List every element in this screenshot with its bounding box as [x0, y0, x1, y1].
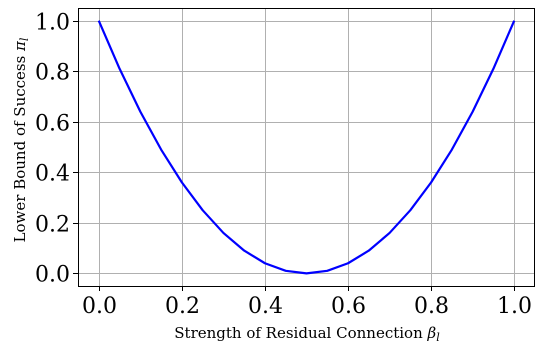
- x-tick-label: 0.6: [331, 294, 366, 319]
- x-axis-label: Strength of Residual Connection βl: [174, 324, 440, 343]
- y-axis-label-text: Lower Bound of Success: [11, 51, 29, 243]
- x-axis-label-text: Strength of Residual Connection: [174, 324, 427, 342]
- y-axis-label-subscript: l: [18, 37, 31, 41]
- y-tick-label: 0.8: [35, 61, 70, 86]
- x-tick-label: 1.0: [497, 294, 532, 319]
- x-tick-label: 0.0: [82, 294, 117, 319]
- y-tick-label: 0.4: [35, 162, 70, 187]
- y-axis-label-symbol: π: [11, 40, 29, 52]
- x-tick-label: 0.2: [165, 294, 200, 319]
- x-axis-label-subscript: l: [436, 331, 440, 343]
- y-tick-label: 0.6: [35, 112, 70, 137]
- plot-frame: [78, 8, 535, 287]
- y-tick-label: 0.2: [35, 213, 70, 238]
- x-axis-label-symbol: β: [427, 324, 437, 342]
- y-axis-label: Lower Bound of Success πl: [11, 37, 31, 242]
- grid-lines: [78, 8, 535, 286]
- ticks: [73, 21, 515, 291]
- y-tick-label: 0.0: [35, 263, 70, 288]
- y-tick-label: 1.0: [35, 11, 70, 36]
- y-tick-labels: 0.0 0.2 0.4 0.6 0.8 1.0: [35, 11, 70, 288]
- series-line: [97, 20, 516, 275]
- x-tick-labels: 0.0 0.2 0.4 0.6 0.8 1.0: [82, 294, 532, 319]
- x-tick-label: 0.8: [414, 294, 449, 319]
- x-tick-label: 0.4: [248, 294, 283, 319]
- series-layer: [97, 20, 516, 275]
